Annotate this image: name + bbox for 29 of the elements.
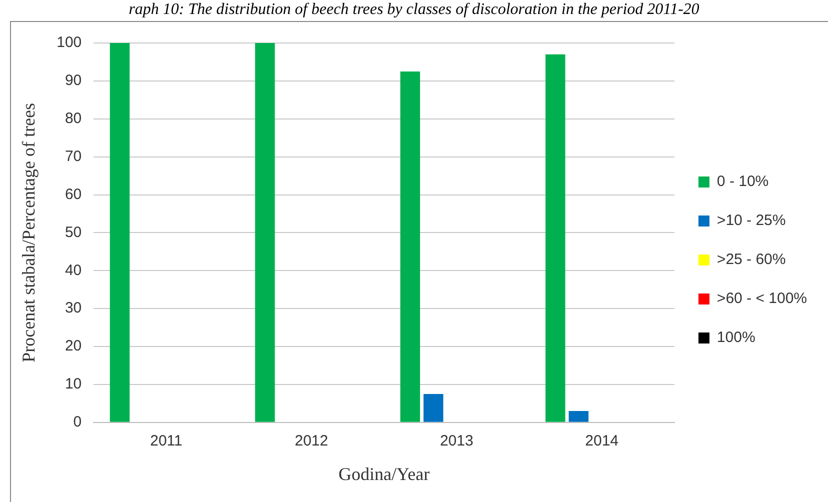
y-tick-label: 60	[64, 186, 82, 203]
legend-label: >60 - < 100%	[716, 290, 808, 308]
bar	[568, 411, 588, 422]
x-axis-title: Godina/Year	[338, 464, 430, 484]
legend-label: 0 - 10%	[716, 173, 769, 190]
y-tick-label: 20	[64, 338, 82, 355]
y-tick-label: 100	[56, 34, 82, 52]
bar	[400, 71, 420, 422]
y-tick-label: 0	[73, 414, 82, 431]
bar	[424, 394, 444, 422]
chart-title: raph 10: The distribution of beech trees by classes of discoloration in the period 2011-20	[128, 1, 700, 19]
x-tick-label: 2014	[585, 432, 619, 450]
y-tick-label: 70	[64, 148, 82, 165]
y-tick-label: 10	[64, 376, 82, 393]
bar	[545, 54, 566, 422]
bar	[255, 43, 275, 422]
y-tick-label: 40	[64, 262, 82, 279]
legend-label: 100%	[716, 329, 756, 346]
y-tick-label: 30	[64, 300, 82, 317]
y-tick-label: 50	[64, 224, 82, 241]
y-axis-title: Procenat stabala/Percentage of trees	[18, 103, 39, 362]
x-tick-label: 2012	[294, 432, 328, 450]
y-tick-label: 80	[64, 110, 82, 128]
y-tick-label: 90	[64, 72, 82, 90]
legend-label: >25 - 60%	[716, 251, 786, 268]
x-tick-label: 2011	[150, 432, 182, 450]
x-tick-label: 2013	[440, 432, 474, 450]
bar	[110, 43, 130, 422]
legend-label: >10 - 25%	[716, 212, 786, 230]
